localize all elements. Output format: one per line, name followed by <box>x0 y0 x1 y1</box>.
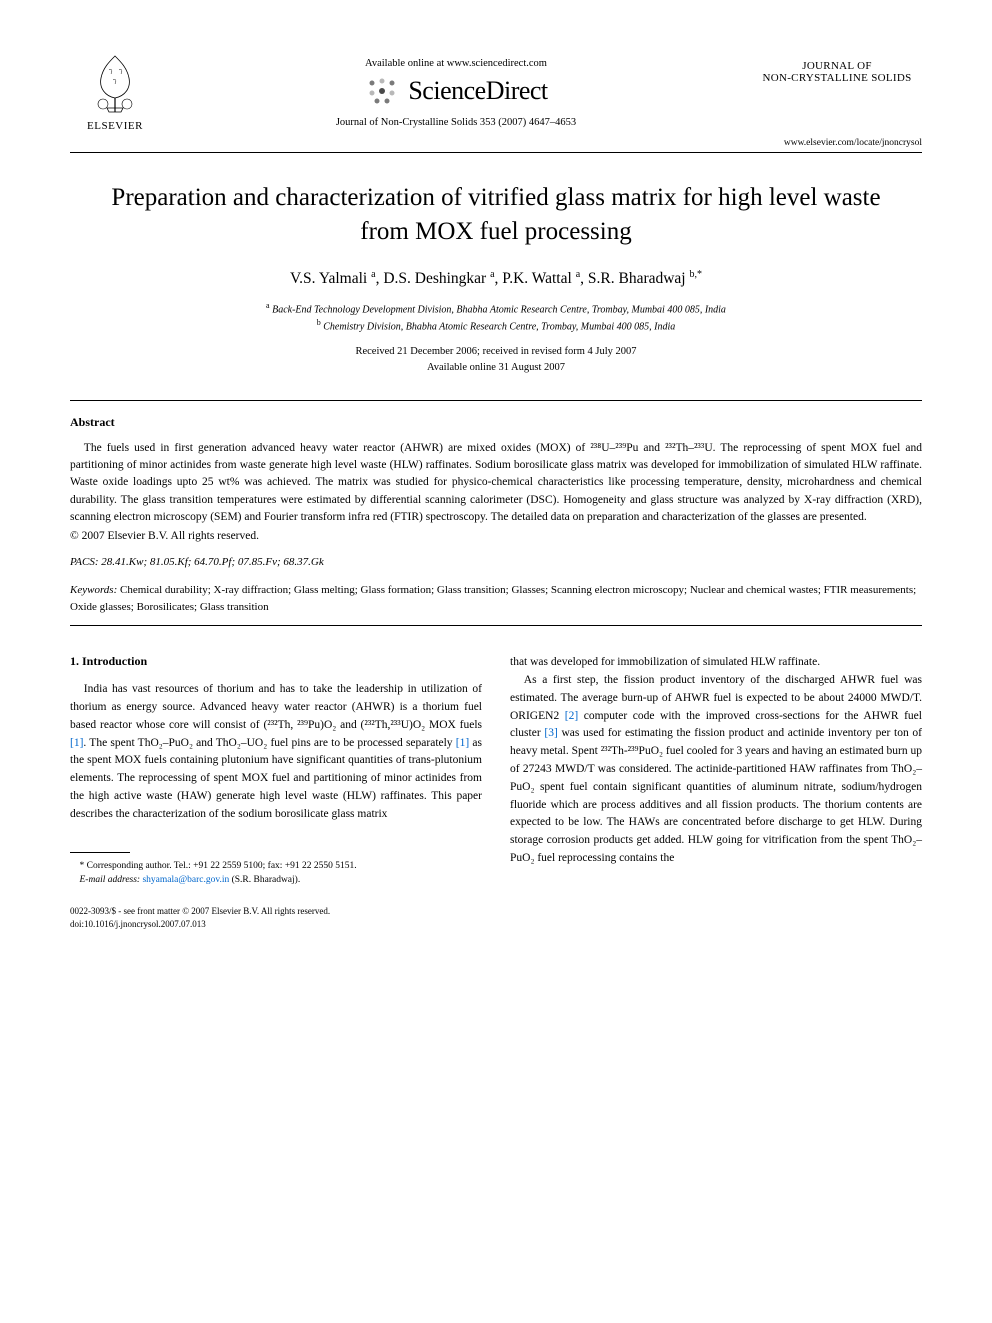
center-header: Available online at www.sciencedirect.co… <box>160 50 752 128</box>
affiliations: a Back-End Technology Development Divisi… <box>70 300 922 335</box>
abstract-top-divider <box>70 400 922 401</box>
body-paragraph: As a first step, the fission product inv… <box>510 672 922 868</box>
publisher-logo-block: ELSEVIER <box>70 50 160 132</box>
sciencedirect-text: ScienceDirect <box>408 76 547 106</box>
pacs-line: PACS: 28.41.Kw; 81.05.Kf; 64.70.Pf; 07.8… <box>70 556 922 568</box>
section-1-heading: 1. Introduction <box>70 654 482 669</box>
sciencedirect-logo: ScienceDirect <box>160 75 752 107</box>
email-author-name: (S.R. Bharadwaj). <box>232 875 301 885</box>
abstract-text: The fuels used in first generation advan… <box>70 440 922 526</box>
sciencedirect-icon <box>364 75 400 107</box>
keywords-label: Keywords: <box>70 584 117 596</box>
body-columns: 1. Introduction India has vast resources… <box>70 654 922 887</box>
journal-name-line1: JOURNAL OF <box>752 60 922 72</box>
journal-citation: Journal of Non-Crystalline Solids 353 (2… <box>160 117 752 128</box>
journal-url[interactable]: www.elsevier.com/locate/jnoncrysol <box>70 138 922 148</box>
journal-name-line2: NON-CRYSTALLINE SOLIDS <box>752 72 922 84</box>
article-title: Preparation and characterization of vitr… <box>70 181 922 249</box>
email-link[interactable]: shyamala@barc.gov.in <box>142 875 229 885</box>
publisher-label: ELSEVIER <box>87 120 143 132</box>
page-header: ELSEVIER Available online at www.science… <box>70 50 922 132</box>
footer-copyright: 0022-3093/$ - see front matter © 2007 El… <box>70 905 330 918</box>
affiliation-a: a Back-End Technology Development Divisi… <box>70 300 922 317</box>
corresponding-email-line: E-mail address: shyamala@barc.gov.in (S.… <box>70 873 482 887</box>
affiliation-b: b Chemistry Division, Bhabha Atomic Rese… <box>70 317 922 334</box>
available-online-date: Available online 31 August 2007 <box>70 360 922 376</box>
journal-name-box: JOURNAL OF NON-CRYSTALLINE SOLIDS <box>752 50 922 102</box>
received-date: Received 21 December 2006; received in r… <box>70 344 922 360</box>
footer-doi: doi:10.1016/j.jnoncrysol.2007.07.013 <box>70 918 330 931</box>
pacs-values: 28.41.Kw; 81.05.Kf; 64.70.Pf; 07.85.Fv; … <box>101 556 323 568</box>
right-column: that was developed for immobilization of… <box>510 654 922 887</box>
left-column: 1. Introduction India has vast resources… <box>70 654 482 887</box>
elsevier-tree-icon <box>81 50 149 118</box>
corresponding-contact: * Corresponding author. Tel.: +91 22 255… <box>70 859 482 873</box>
email-label: E-mail address: <box>80 875 141 885</box>
abstract-bottom-divider <box>70 625 922 626</box>
body-paragraph: that was developed for immobilization of… <box>510 654 922 672</box>
abstract-heading: Abstract <box>70 415 922 430</box>
publication-dates: Received 21 December 2006; received in r… <box>70 344 922 376</box>
header-divider <box>70 152 922 153</box>
keywords-values: Chemical durability; X-ray diffraction; … <box>70 584 916 613</box>
abstract-copyright: © 2007 Elsevier B.V. All rights reserved… <box>70 530 922 542</box>
footer-copyright-doi: 0022-3093/$ - see front matter © 2007 El… <box>70 905 330 930</box>
pacs-label: PACS: <box>70 556 99 568</box>
page-footer: 0022-3093/$ - see front matter © 2007 El… <box>70 905 922 930</box>
corresponding-author-footnote: * Corresponding author. Tel.: +91 22 255… <box>70 859 482 888</box>
authors-line: V.S. Yalmali a, D.S. Deshingkar a, P.K. … <box>70 269 922 288</box>
body-paragraph: India has vast resources of thorium and … <box>70 681 482 824</box>
available-online-text: Available online at www.sciencedirect.co… <box>160 58 752 69</box>
footnote-divider <box>70 852 130 853</box>
keywords-line: Keywords: Chemical durability; X-ray dif… <box>70 582 922 615</box>
